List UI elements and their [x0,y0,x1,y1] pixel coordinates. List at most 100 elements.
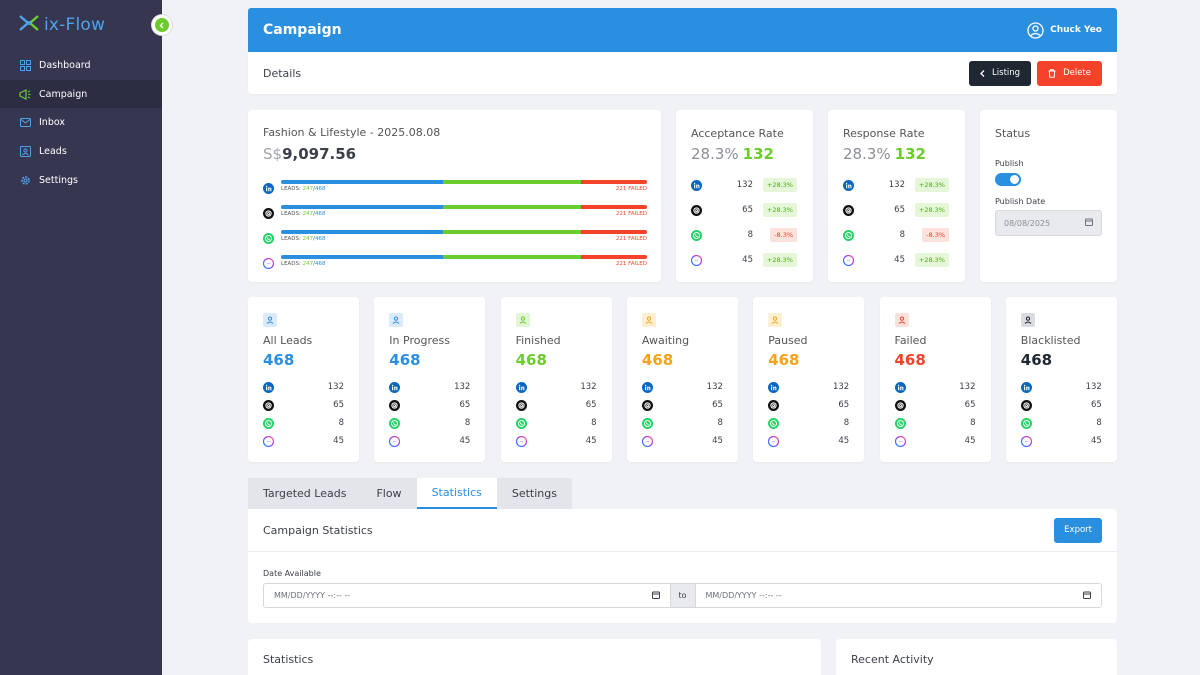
lead-channel-row: 132 [1020,380,1102,394]
lead-channel-count: 65 [459,400,471,410]
campaign-summary-card: Fashion & Lifestyle - 2025.08.08 S$9,097… [248,110,661,282]
publish-toggle[interactable] [995,173,1021,186]
date-from-input[interactable]: MM/DD/YYYY --:-- -- [264,584,670,607]
whatsapp-icon [641,417,653,429]
lead-channel-count: 65 [838,400,850,410]
lead-status-card[interactable]: In Progress 468 132 65 8 45 [374,297,486,462]
user-menu[interactable]: Chuck Yeo [1027,21,1102,39]
rate-row: 8 -8.3% [691,227,797,243]
tab-targeted-leads[interactable]: Targeted Leads [248,478,362,509]
lead-card-title: Paused [768,334,808,347]
delta-badge: -8.3% [770,228,797,242]
messenger-icon [262,254,275,273]
leads-prefix: LEADS: [281,236,301,242]
delete-button[interactable]: Delete [1037,60,1102,86]
leads-prefix: LEADS: [281,261,301,267]
leads-total: 468 [315,261,326,267]
sidebar-item-leads[interactable]: Leads [0,137,162,166]
delta-badge: -8.3% [922,228,949,242]
lead-channel-row: 45 [768,434,849,448]
publish-label: Publish [995,159,1024,168]
listing-button[interactable]: Listing [969,60,1032,86]
chevron-left-icon [155,18,169,32]
sidebar-item-label: Settings [39,174,78,186]
response-title: Response Rate [843,127,925,140]
lead-card-count: 468 [389,351,421,369]
user-avatar-icon [1027,21,1044,39]
ix-logo-icon [18,14,40,36]
lead-channel-row: 45 [641,434,723,448]
progress-bar [281,180,647,184]
publish-date-field[interactable]: 08/08/2025 [995,210,1102,236]
tab-bar: Targeted Leads Flow Statistics Settings [248,478,572,509]
messenger-icon [515,435,527,447]
campaign-amount: S$9,097.56 [263,145,356,163]
lead-channel-row: 45 [263,434,344,448]
page-header: Campaign Chuck Yeo [248,8,1117,52]
rate-row-value: 8 [747,230,753,240]
linkedin-icon [843,179,854,191]
export-button[interactable]: Export [1054,517,1102,543]
sidebar-item-inbox[interactable]: Inbox [0,108,162,137]
lead-channel-count: 45 [838,436,850,446]
leads-done: 247 [302,236,314,242]
lead-channel-count: 132 [580,382,597,392]
campaign-statistics-panel: Campaign Statistics Export Date Availabl… [248,509,1117,623]
lead-card-count: 468 [263,351,295,369]
rate-row: 45 +28.3% [843,252,949,268]
user-icon [515,313,530,327]
messenger-icon [894,435,906,447]
sidebar-item-campaign[interactable]: Campaign [0,79,162,109]
whatsapp-icon [894,417,906,429]
linkedin-icon [515,381,527,393]
lead-card-title: Failed [894,334,927,347]
lead-channel-row: 45 [894,434,976,448]
leads-progress-label: LEADS: 247/468 [281,186,326,192]
lead-card-title: Blacklisted [1020,334,1081,347]
lead-channel-count: 8 [338,418,344,428]
user-icon [641,313,656,327]
lead-channel-row: 8 [768,416,849,430]
acceptance-pct: 28.3% [691,145,739,163]
lead-status-card[interactable]: Paused 468 132 65 8 45 [753,297,865,462]
leads-progress-label: LEADS: 247/468 [281,236,326,242]
lead-status-card[interactable]: Finished 468 132 65 8 45 [500,297,612,462]
rate-row-value: 65 [742,205,753,215]
rate-row: 132 +28.3% [691,177,797,193]
delta-badge: +28.3% [762,178,797,192]
sidebar-collapse-button[interactable] [152,15,172,35]
date-range: MM/DD/YYYY --:-- -- to MM/DD/YYYY --:-- … [263,583,1102,608]
lead-channel-count: 132 [959,382,976,392]
lead-channel-count: 65 [585,400,597,410]
user-name: Chuck Yeo [1050,25,1102,35]
lead-card-count: 468 [641,351,674,369]
tab-statistics[interactable]: Statistics [416,478,497,509]
rate-row: 65 +28.3% [843,202,949,218]
app-logo[interactable]: ix-Flow [18,14,105,36]
channel-progress-row: LEADS: 247/468 221 FAILED [263,203,647,219]
lead-channel-count: 8 [970,418,976,428]
leads-total: 468 [315,236,326,242]
recent-activity-card: Recent Activity [836,639,1117,675]
tab-settings[interactable]: Settings [496,478,572,509]
failed-count: 221 FAILED [615,261,647,267]
sidebar-item-settings[interactable]: Settings [0,166,162,195]
lead-card-count: 468 [1020,351,1053,369]
sidebar-item-dashboard[interactable]: Dashboard [0,51,162,80]
status-card: Status Publish Publish Date 08/08/2025 [980,110,1117,282]
acceptance-rate-card: Acceptance Rate 28.3% 132 132 +28.3% 65 +28.… [676,110,813,282]
lead-status-card[interactable]: Awaiting 468 132 65 8 45 [626,297,738,462]
lead-status-card[interactable]: Blacklisted 468 132 65 8 45 [1005,297,1117,462]
statistics-card-title: Statistics [263,653,314,666]
threads-icon [389,399,401,411]
tab-flow[interactable]: Flow [361,478,417,509]
listing-label: Listing [992,68,1021,78]
lead-status-card[interactable]: All Leads 468 132 65 8 45 [248,297,359,462]
whatsapp-icon [515,417,527,429]
messenger-icon [263,435,274,447]
date-to-input[interactable]: MM/DD/YYYY --:-- -- [695,584,1101,607]
linkedin-icon [768,381,780,393]
lead-status-card[interactable]: Failed 468 132 65 8 45 [879,297,991,462]
lead-channel-row: 8 [641,416,723,430]
whatsapp-icon [263,417,274,429]
